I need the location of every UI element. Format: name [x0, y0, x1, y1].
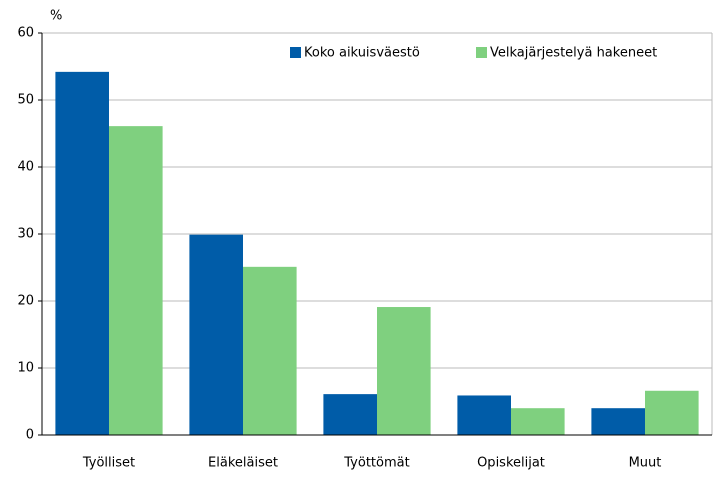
- x-tick-label: Työttömät: [343, 456, 409, 471]
- bar: [243, 266, 297, 435]
- legend-label: Velkajärjestelyä hakeneet: [490, 46, 657, 61]
- y-tick-label: 30: [17, 227, 34, 242]
- y-tick-label: 0: [26, 428, 34, 443]
- legend-label: Koko aikuisväestö: [304, 46, 420, 61]
- legend-swatch: [290, 47, 301, 58]
- x-tick-label: Opiskelijat: [477, 456, 545, 471]
- bar: [55, 71, 109, 436]
- y-tick-label: 50: [17, 93, 34, 108]
- bar: [189, 234, 243, 435]
- y-tick-label: 20: [17, 294, 34, 309]
- bar: [591, 408, 645, 435]
- y-tick-label: 60: [17, 26, 34, 41]
- bar: [457, 395, 511, 435]
- y-axis-label: %: [50, 9, 62, 24]
- bar: [645, 390, 699, 435]
- bar: [377, 307, 431, 435]
- y-tick-label: 40: [17, 160, 34, 175]
- x-tick-label: Eläkeläiset: [208, 456, 278, 471]
- legend-swatch: [476, 47, 487, 58]
- bar: [109, 126, 163, 435]
- x-tick-label: Muut: [629, 456, 662, 471]
- y-tick-label: 10: [17, 361, 34, 376]
- x-tick-label: Työlliset: [82, 456, 135, 471]
- bar: [323, 394, 377, 435]
- bar: [511, 408, 565, 435]
